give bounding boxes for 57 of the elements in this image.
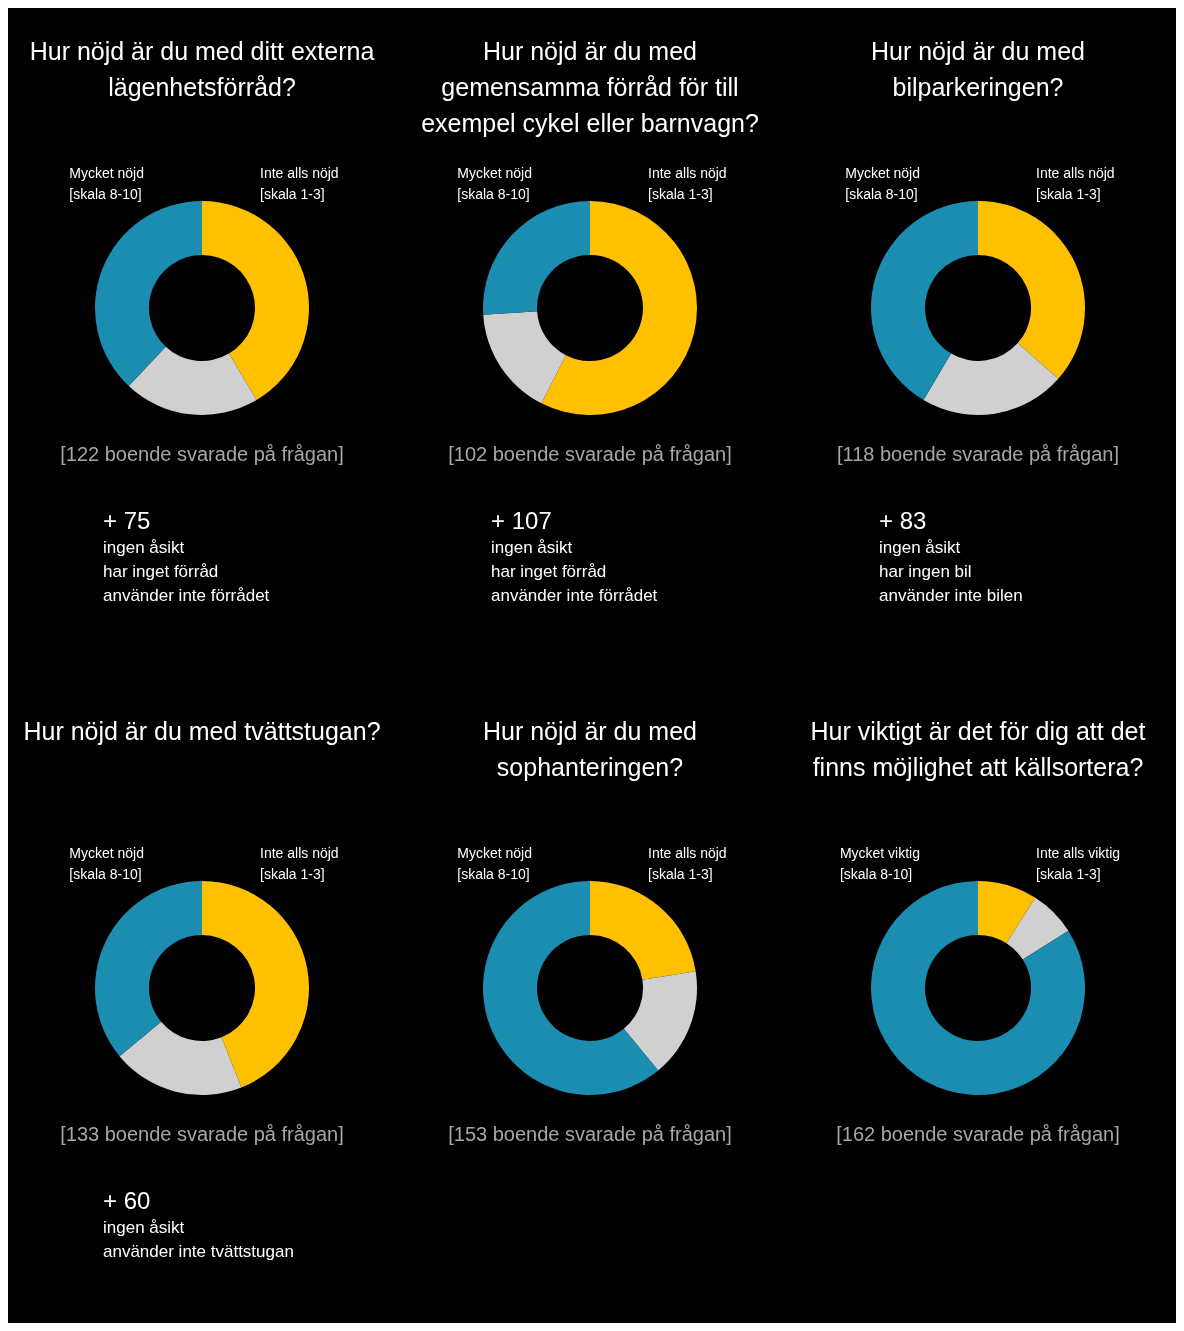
donut-slice	[1006, 897, 1069, 960]
donut-slice	[923, 343, 1059, 415]
text: har inget förråd	[491, 561, 608, 583]
text: ingen åsikt	[879, 537, 962, 559]
slice-label: Mycket nöjd [skala 8-10]	[845, 164, 920, 204]
text: + 75	[103, 506, 152, 536]
slice-label: Mycket nöjd [skala 8-10]	[69, 164, 144, 204]
donut-slice	[119, 1021, 242, 1095]
donut-slice	[95, 881, 202, 1057]
slice-label: Mycket viktig [skala 8-10]	[839, 844, 920, 884]
text: ingen åsikt	[103, 1217, 186, 1239]
chart-title: Hur nöjd är du med ditt externa lägenhetsförråd?	[28, 36, 376, 103]
text: använder inte bilen	[879, 585, 1024, 607]
slice-label: Inte alls nöjd [skala 1-3]	[648, 844, 727, 884]
chart-title: Hur nöjd är du med tvättstugan?	[22, 716, 382, 747]
donut-slice	[483, 881, 659, 1095]
donut-slice	[202, 881, 309, 1088]
donut-slice	[590, 881, 696, 980]
slice-label: Inte alls nöjd [skala 1-3]	[260, 164, 339, 204]
donut-slice	[483, 311, 566, 404]
text: använder inte tvättstugan	[103, 1241, 295, 1263]
text: använder inte förrådet	[103, 585, 271, 607]
slice-label: Mycket nöjd [skala 8-10]	[457, 844, 532, 884]
slice-label: Inte alls nöjd [skala 1-3]	[648, 164, 727, 204]
text: använder inte förrådet	[491, 585, 659, 607]
text: [122 boende svarade på frågan]	[59, 443, 345, 466]
slice-label: Inte alls nöjd [skala 1-3]	[1036, 164, 1115, 204]
text: ingen åsikt	[103, 537, 186, 559]
chart-title: Hur nöjd är du med sophanteringen?	[482, 716, 698, 783]
text: har inget förråd	[103, 561, 220, 583]
donut-slice	[623, 971, 697, 1071]
donut-slice	[483, 201, 590, 315]
text: ingen åsikt	[491, 537, 574, 559]
donut-slice	[871, 881, 1085, 1095]
text: + 60	[103, 1186, 152, 1216]
text: [102 boende svarade på frågan]	[447, 443, 733, 466]
donut-slice	[128, 346, 257, 415]
slice-label: Mycket nöjd [skala 8-10]	[69, 844, 144, 884]
text: har ingen bil	[879, 561, 973, 583]
chart-title: Hur nöjd är du med bilparkeringen?	[870, 36, 1086, 103]
text: + 83	[879, 506, 928, 536]
text: [133 boende svarade på frågan]	[59, 1123, 345, 1146]
donut-slice	[978, 881, 1036, 944]
donut-slice	[541, 201, 697, 415]
donut-slice	[978, 201, 1085, 379]
chart-title: Hur nöjd är du med gemensamma förråd för till exempel cykel eller barnvagn?	[420, 36, 760, 139]
slice-label: Inte alls viktig [skala 1-3]	[1036, 844, 1121, 884]
slice-label: Mycket nöjd [skala 8-10]	[457, 164, 532, 204]
slice-label: Inte alls nöjd [skala 1-3]	[260, 844, 339, 884]
text: [162 boende svarade på frågan]	[835, 1123, 1121, 1146]
text: + 107	[491, 506, 553, 536]
donut-slice	[871, 201, 978, 401]
donut-slice	[95, 201, 202, 386]
text: [153 boende svarade på frågan]	[447, 1123, 733, 1146]
donut-slice	[202, 201, 309, 401]
text: [118 boende svarade på frågan]	[835, 443, 1121, 466]
chart-title: Hur viktigt är det för dig att det finns möjlighet att källsortera?	[809, 716, 1147, 783]
